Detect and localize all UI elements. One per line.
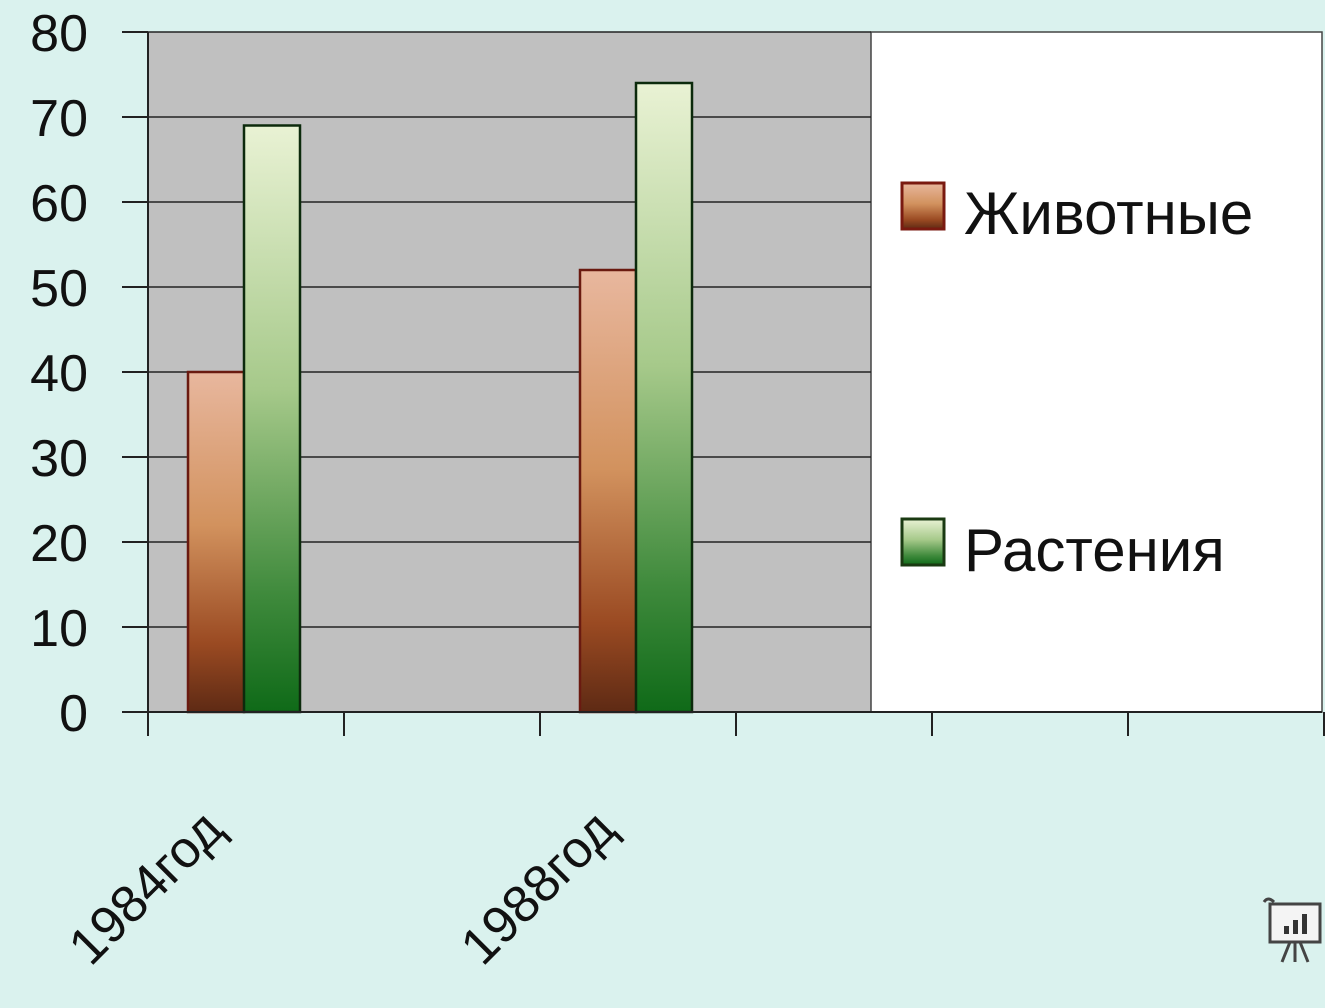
y-tick-label: 50: [30, 260, 88, 318]
legend-label-animals: Животные: [964, 180, 1253, 247]
y-tick-label: 80: [30, 5, 88, 63]
legend-swatch-animals: [900, 181, 946, 231]
bar-plants-2: [634, 81, 694, 714]
y-axis-ticks: 0 10 20 30 40 50 60 70 80: [30, 5, 148, 743]
y-tick-label: 40: [30, 345, 88, 403]
legend-label-plants: Растения: [964, 517, 1225, 584]
y-tick-label: 60: [30, 175, 88, 233]
bar-plants-0: [242, 124, 302, 714]
legend-item-plants: Растения: [900, 517, 1225, 584]
legend: Животные Растения: [900, 180, 1253, 584]
x-category-label: 1988год: [450, 799, 627, 976]
y-tick-label: 10: [30, 600, 88, 658]
x-axis-ticks: [147, 712, 1325, 736]
bars: [186, 81, 694, 714]
presentation-chart-icon[interactable]: [1262, 897, 1322, 963]
legend-swatch-plants: [900, 517, 946, 567]
legend-item-animals: Животные: [900, 180, 1253, 247]
x-axis-labels: 1984год 1988год: [58, 799, 627, 976]
legend-area: [870, 31, 1323, 713]
x-category-label: 1984год: [58, 799, 235, 976]
y-tick-label: 0: [59, 685, 88, 743]
bar-animals-2: [578, 268, 638, 714]
y-tick-label: 30: [30, 430, 88, 488]
y-tick-label: 20: [30, 515, 88, 573]
bar-animals-0: [186, 370, 246, 714]
y-tick-label: 70: [30, 90, 88, 148]
